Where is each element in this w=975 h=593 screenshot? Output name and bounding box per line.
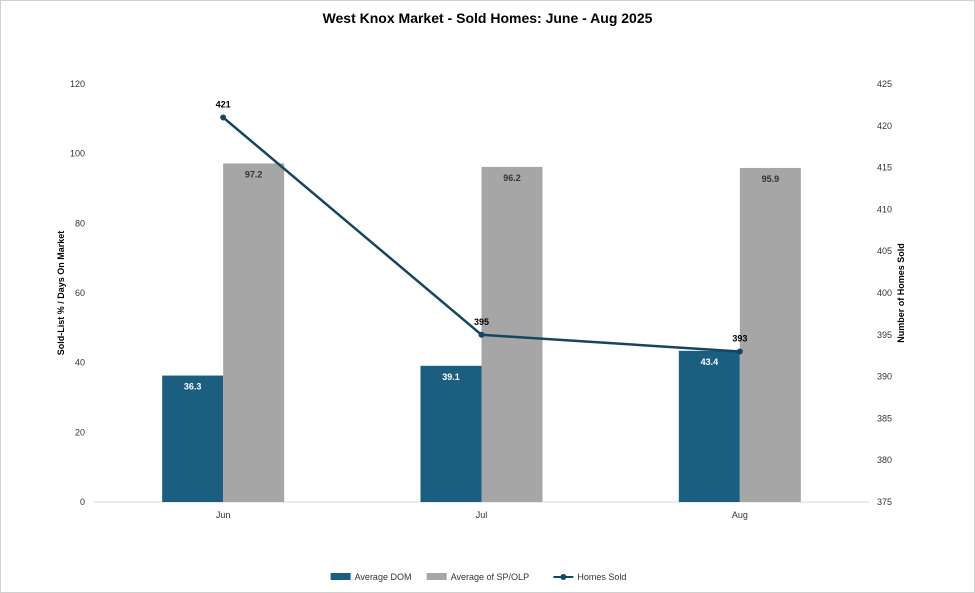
line-point [478, 331, 485, 338]
y-right-tick-label: 390 [877, 372, 892, 382]
legend-label: Homes Sold [577, 572, 626, 582]
y-right-tick-label: 400 [877, 288, 892, 298]
y-left-tick-label: 120 [70, 79, 85, 89]
y-right-tick-label: 405 [877, 246, 892, 256]
y-left-tick-label: 100 [70, 149, 85, 159]
bar [678, 350, 740, 502]
x-tick-label: Jul [476, 510, 488, 520]
y-right-tick-label: 415 [877, 163, 892, 173]
bar-data-label: 95.9 [762, 174, 780, 184]
legend-label: Average DOM [355, 572, 412, 582]
y-right-tick-label: 410 [877, 204, 892, 214]
bar-data-label: 39.1 [442, 372, 460, 382]
y-right-tick-label: 420 [877, 121, 892, 131]
y-right-tick-label: 375 [877, 497, 892, 507]
line-point [220, 114, 227, 121]
bar-data-label: 43.4 [701, 357, 719, 367]
legend-label: Average of SP/OLP [451, 572, 529, 582]
legend-marker [560, 574, 567, 580]
y-right-tick-label: 380 [877, 455, 892, 465]
y-left-tick-label: 60 [75, 288, 85, 298]
line-group [220, 114, 743, 355]
y-left-axis-title: Sold-List % / Days On Market [56, 231, 66, 356]
y-right-axis-title: Number of Homes Sold [896, 243, 906, 343]
bar [223, 163, 285, 503]
y-left-tick-label: 20 [75, 427, 85, 437]
labels-group: 36.3 39.1 43.4 97.2 96.2 95.9 421 395 393 [184, 99, 779, 391]
bar [739, 167, 801, 502]
legend-swatch [426, 573, 447, 580]
line-point [736, 348, 743, 355]
y-left-tick-label: 40 [75, 358, 85, 368]
bar-data-label: 36.3 [184, 382, 202, 392]
legend: Average DOM Average of SP/OLP Homes Sold [330, 572, 626, 582]
bar [162, 375, 224, 502]
chart-title: West Knox Market - Sold Homes: June - Au… [322, 10, 653, 26]
y-right-tick-label: 425 [877, 79, 892, 89]
y-left-tick-label: 80 [75, 218, 85, 228]
bar [420, 365, 482, 502]
y-right-tick-label: 395 [877, 330, 892, 340]
bar-data-label: 97.2 [245, 169, 263, 179]
y-right-tick-label: 385 [877, 413, 892, 423]
legend-swatch [330, 573, 351, 580]
line-data-label: 393 [732, 334, 747, 344]
x-tick-label: Aug [732, 510, 748, 520]
line-data-label: 421 [216, 99, 231, 109]
y-left-tick-label: 0 [80, 497, 85, 507]
bars-group [162, 163, 801, 503]
x-tick-label: Jun [216, 510, 231, 520]
bar-data-label: 96.2 [503, 173, 521, 183]
line-data-label: 395 [474, 317, 489, 327]
